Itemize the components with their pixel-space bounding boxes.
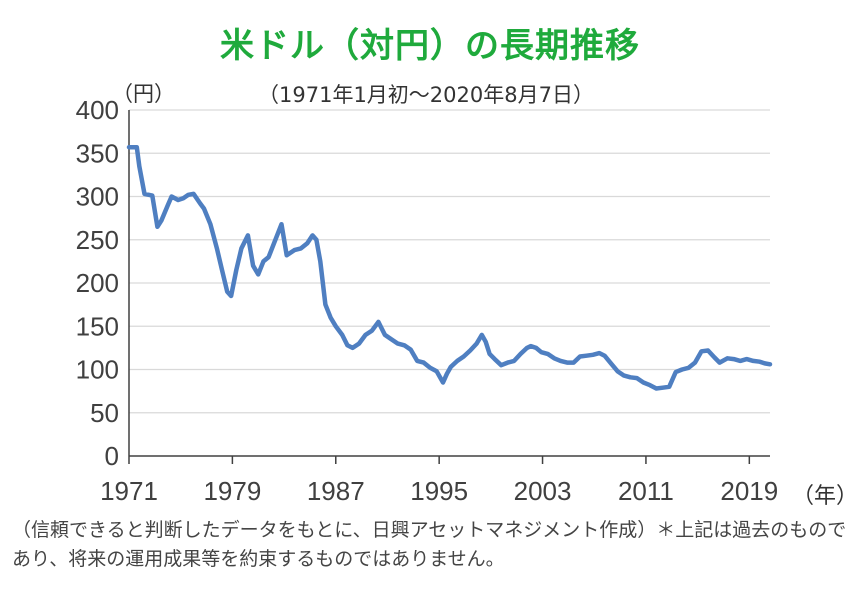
x-tick-label: 1971 <box>100 476 158 506</box>
y-tick-label: 100 <box>76 355 119 385</box>
x-tick-label: 1995 <box>410 476 468 506</box>
footnote: （信頼できると判断したデータをもとに、日興アセットマネジメント作成）＊上記は過去… <box>12 519 847 570</box>
x-tick-label: 2011 <box>618 476 674 506</box>
line-chart: 0 50 100 150 200 250 300 350 400 1971 1979 1987 199… <box>76 95 779 506</box>
y-axis-unit: （円） <box>112 82 175 106</box>
y-tick-label: 200 <box>76 268 119 298</box>
y-tick-label: 150 <box>76 311 119 341</box>
y-tick-label: 0 <box>105 441 119 471</box>
y-tick-label: 250 <box>76 225 119 255</box>
x-axis-unit: （年） <box>792 484 859 509</box>
x-tick-label: 2003 <box>514 476 572 506</box>
x-tick-label: 2019 <box>720 476 778 506</box>
x-tick-label: 1987 <box>307 476 365 506</box>
chart-title: 米ドル（対円）の長期推移 <box>220 26 640 66</box>
x-tick-label: 1979 <box>203 476 261 506</box>
y-tick-label: 300 <box>76 182 119 212</box>
chart-subtitle: （1971年1月初～2020年8月7日） <box>258 83 594 107</box>
series-line-usdjpy <box>126 144 773 391</box>
y-axis-ticks: 0 50 100 150 200 250 300 350 400 <box>76 95 119 471</box>
x-axis-ticks: 1971 1979 1987 1995 2003 2011 2019 <box>100 456 778 506</box>
y-tick-label: 400 <box>76 95 119 125</box>
gridlines <box>129 109 770 414</box>
y-tick-label: 50 <box>90 398 119 428</box>
y-tick-label: 350 <box>76 138 119 168</box>
